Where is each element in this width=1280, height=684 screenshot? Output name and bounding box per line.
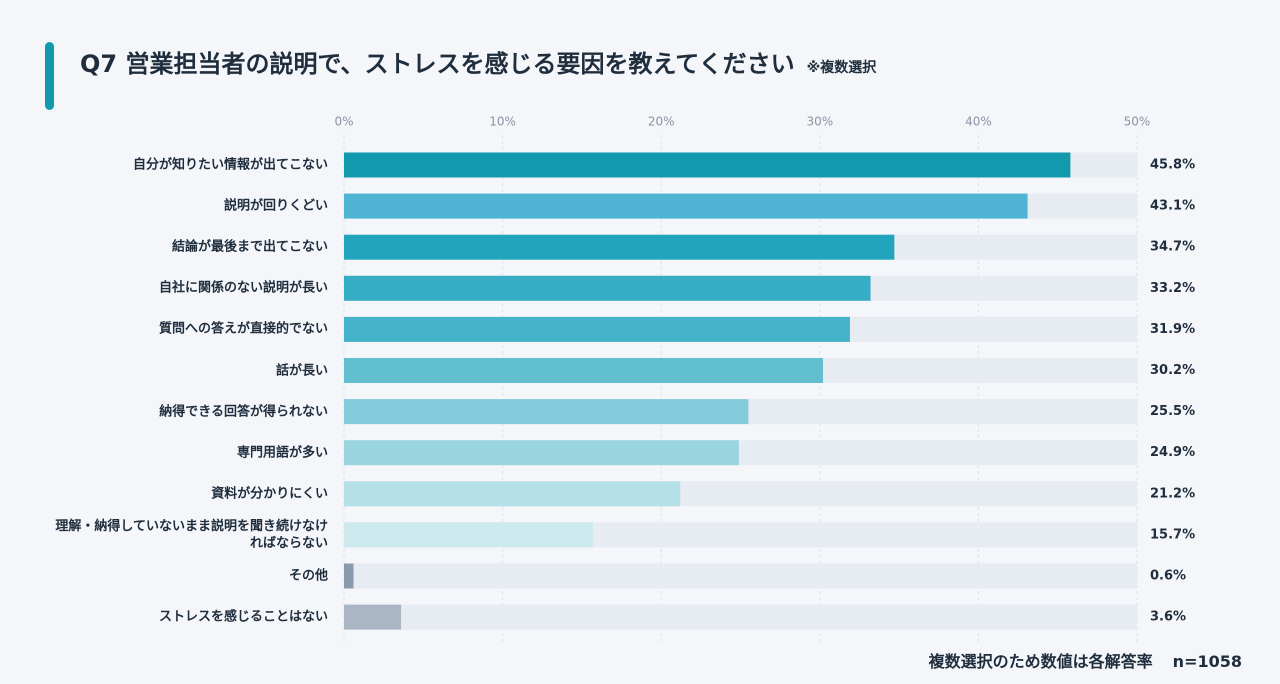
value-label: 24.9% [1150,445,1195,460]
bar [344,358,823,383]
bar [344,234,895,260]
bar [344,481,681,507]
value-label: 34.7% [1150,240,1195,255]
bar [344,563,354,589]
bar [344,275,871,301]
category-label: ストレスを感じることはない [158,609,328,625]
value-label: 45.8% [1150,158,1195,173]
value-label: 31.9% [1150,322,1195,337]
bar [344,440,739,466]
title-accent [45,42,54,110]
category-label: 納得できる回答が得られない [159,404,328,420]
chart-title: Q7 営業担当者の説明で、ストレスを感じる要因を教えてください [80,50,795,78]
chart-subtitle: ※複数選択 [806,60,877,76]
x-tick-label: 0% [334,115,353,129]
category-label: 自分が知りたい情報が出てこない [132,157,328,173]
bar [344,316,850,342]
value-label: 33.2% [1150,281,1195,296]
category-label: 自社に関係のない説明が長い [158,280,328,296]
category-label: 専門用語が多い [236,445,328,461]
value-label: 25.5% [1150,404,1195,419]
value-label: 3.6% [1150,610,1186,625]
value-label: 15.7% [1150,527,1195,542]
bar-track [344,604,1137,630]
bar [344,152,1071,178]
category-label: 話が長い [275,363,328,378]
value-label: 30.2% [1150,363,1195,378]
bar [344,399,749,425]
footer: 複数選択のため数値は各解答率 n=1058 [929,648,1242,672]
bar [344,604,402,630]
footnote: 複数選択のため数値は各解答率 [928,652,1153,671]
sample-size: n=1058 [1172,652,1242,671]
value-label: 21.2% [1150,486,1195,501]
x-tick-label: 30% [806,115,833,129]
x-tick-label: 10% [489,115,516,129]
x-tick-label: 20% [648,115,675,129]
bar [344,193,1028,219]
category-label: 結論が最後まで出てこない [171,239,328,255]
value-label: 0.6% [1150,569,1186,584]
x-tick-label: 40% [965,115,992,129]
title-block: Q7 営業担当者の説明で、ストレスを感じる要因を教えてください ※複数選択 [80,44,876,79]
category-label: 質問への答えが直接的でない [158,321,328,337]
x-tick-label: 50% [1124,115,1151,129]
category-label: 資料が分かりにくい [211,486,328,502]
category-label: 理解・納得していないまま説明を聞き続けなければならない [55,518,328,551]
value-label: 43.1% [1150,199,1195,214]
bar [344,522,594,548]
category-label: その他 [288,568,328,584]
category-label: 説明が回りくどい [223,198,328,214]
bar-track [344,563,1137,589]
